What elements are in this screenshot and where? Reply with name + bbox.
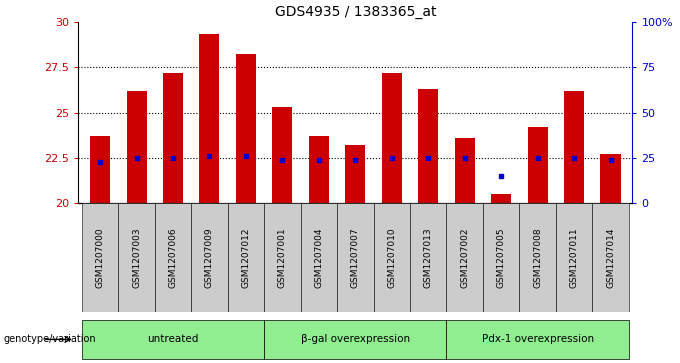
- Bar: [556, 203, 592, 312]
- Text: genotype/variation: genotype/variation: [3, 334, 96, 344]
- Bar: [264, 203, 301, 312]
- Bar: [447, 203, 483, 312]
- Bar: [191, 203, 228, 312]
- Bar: [528, 127, 547, 203]
- Bar: [520, 203, 556, 312]
- Bar: [592, 203, 629, 312]
- Bar: [345, 145, 365, 203]
- Text: GSM1207008: GSM1207008: [533, 227, 542, 288]
- Text: GSM1207000: GSM1207000: [96, 227, 105, 288]
- Bar: [455, 138, 475, 203]
- Bar: [337, 203, 373, 312]
- Text: GSM1207006: GSM1207006: [169, 227, 177, 288]
- Bar: [90, 136, 110, 203]
- Text: GSM1207007: GSM1207007: [351, 227, 360, 288]
- Bar: [309, 136, 329, 203]
- Text: GSM1207012: GSM1207012: [241, 228, 250, 288]
- Text: GSM1207013: GSM1207013: [424, 227, 432, 288]
- Bar: [236, 54, 256, 203]
- Bar: [381, 73, 402, 203]
- Bar: [483, 203, 520, 312]
- Text: GSM1207001: GSM1207001: [278, 227, 287, 288]
- Text: GSM1207004: GSM1207004: [314, 228, 323, 288]
- Text: GSM1207010: GSM1207010: [388, 227, 396, 288]
- Bar: [600, 154, 621, 203]
- FancyBboxPatch shape: [447, 320, 629, 359]
- Bar: [163, 73, 183, 203]
- Bar: [418, 89, 438, 203]
- Text: GSM1207014: GSM1207014: [606, 228, 615, 288]
- Text: untreated: untreated: [148, 334, 199, 344]
- Bar: [373, 203, 410, 312]
- FancyBboxPatch shape: [264, 320, 447, 359]
- Text: β-gal overexpression: β-gal overexpression: [301, 334, 410, 344]
- Bar: [491, 194, 511, 203]
- Bar: [199, 34, 220, 203]
- Bar: [410, 203, 447, 312]
- Bar: [118, 203, 155, 312]
- FancyBboxPatch shape: [82, 320, 264, 359]
- Bar: [228, 203, 264, 312]
- Text: GSM1207009: GSM1207009: [205, 227, 214, 288]
- Bar: [564, 91, 584, 203]
- Bar: [273, 107, 292, 203]
- Text: GSM1207002: GSM1207002: [460, 228, 469, 288]
- Title: GDS4935 / 1383365_at: GDS4935 / 1383365_at: [275, 5, 436, 19]
- Bar: [301, 203, 337, 312]
- Bar: [82, 203, 118, 312]
- Bar: [155, 203, 191, 312]
- Text: GSM1207005: GSM1207005: [496, 227, 506, 288]
- Text: GSM1207011: GSM1207011: [570, 227, 579, 288]
- Text: GSM1207003: GSM1207003: [132, 227, 141, 288]
- Text: Pdx-1 overexpression: Pdx-1 overexpression: [481, 334, 594, 344]
- Bar: [126, 91, 147, 203]
